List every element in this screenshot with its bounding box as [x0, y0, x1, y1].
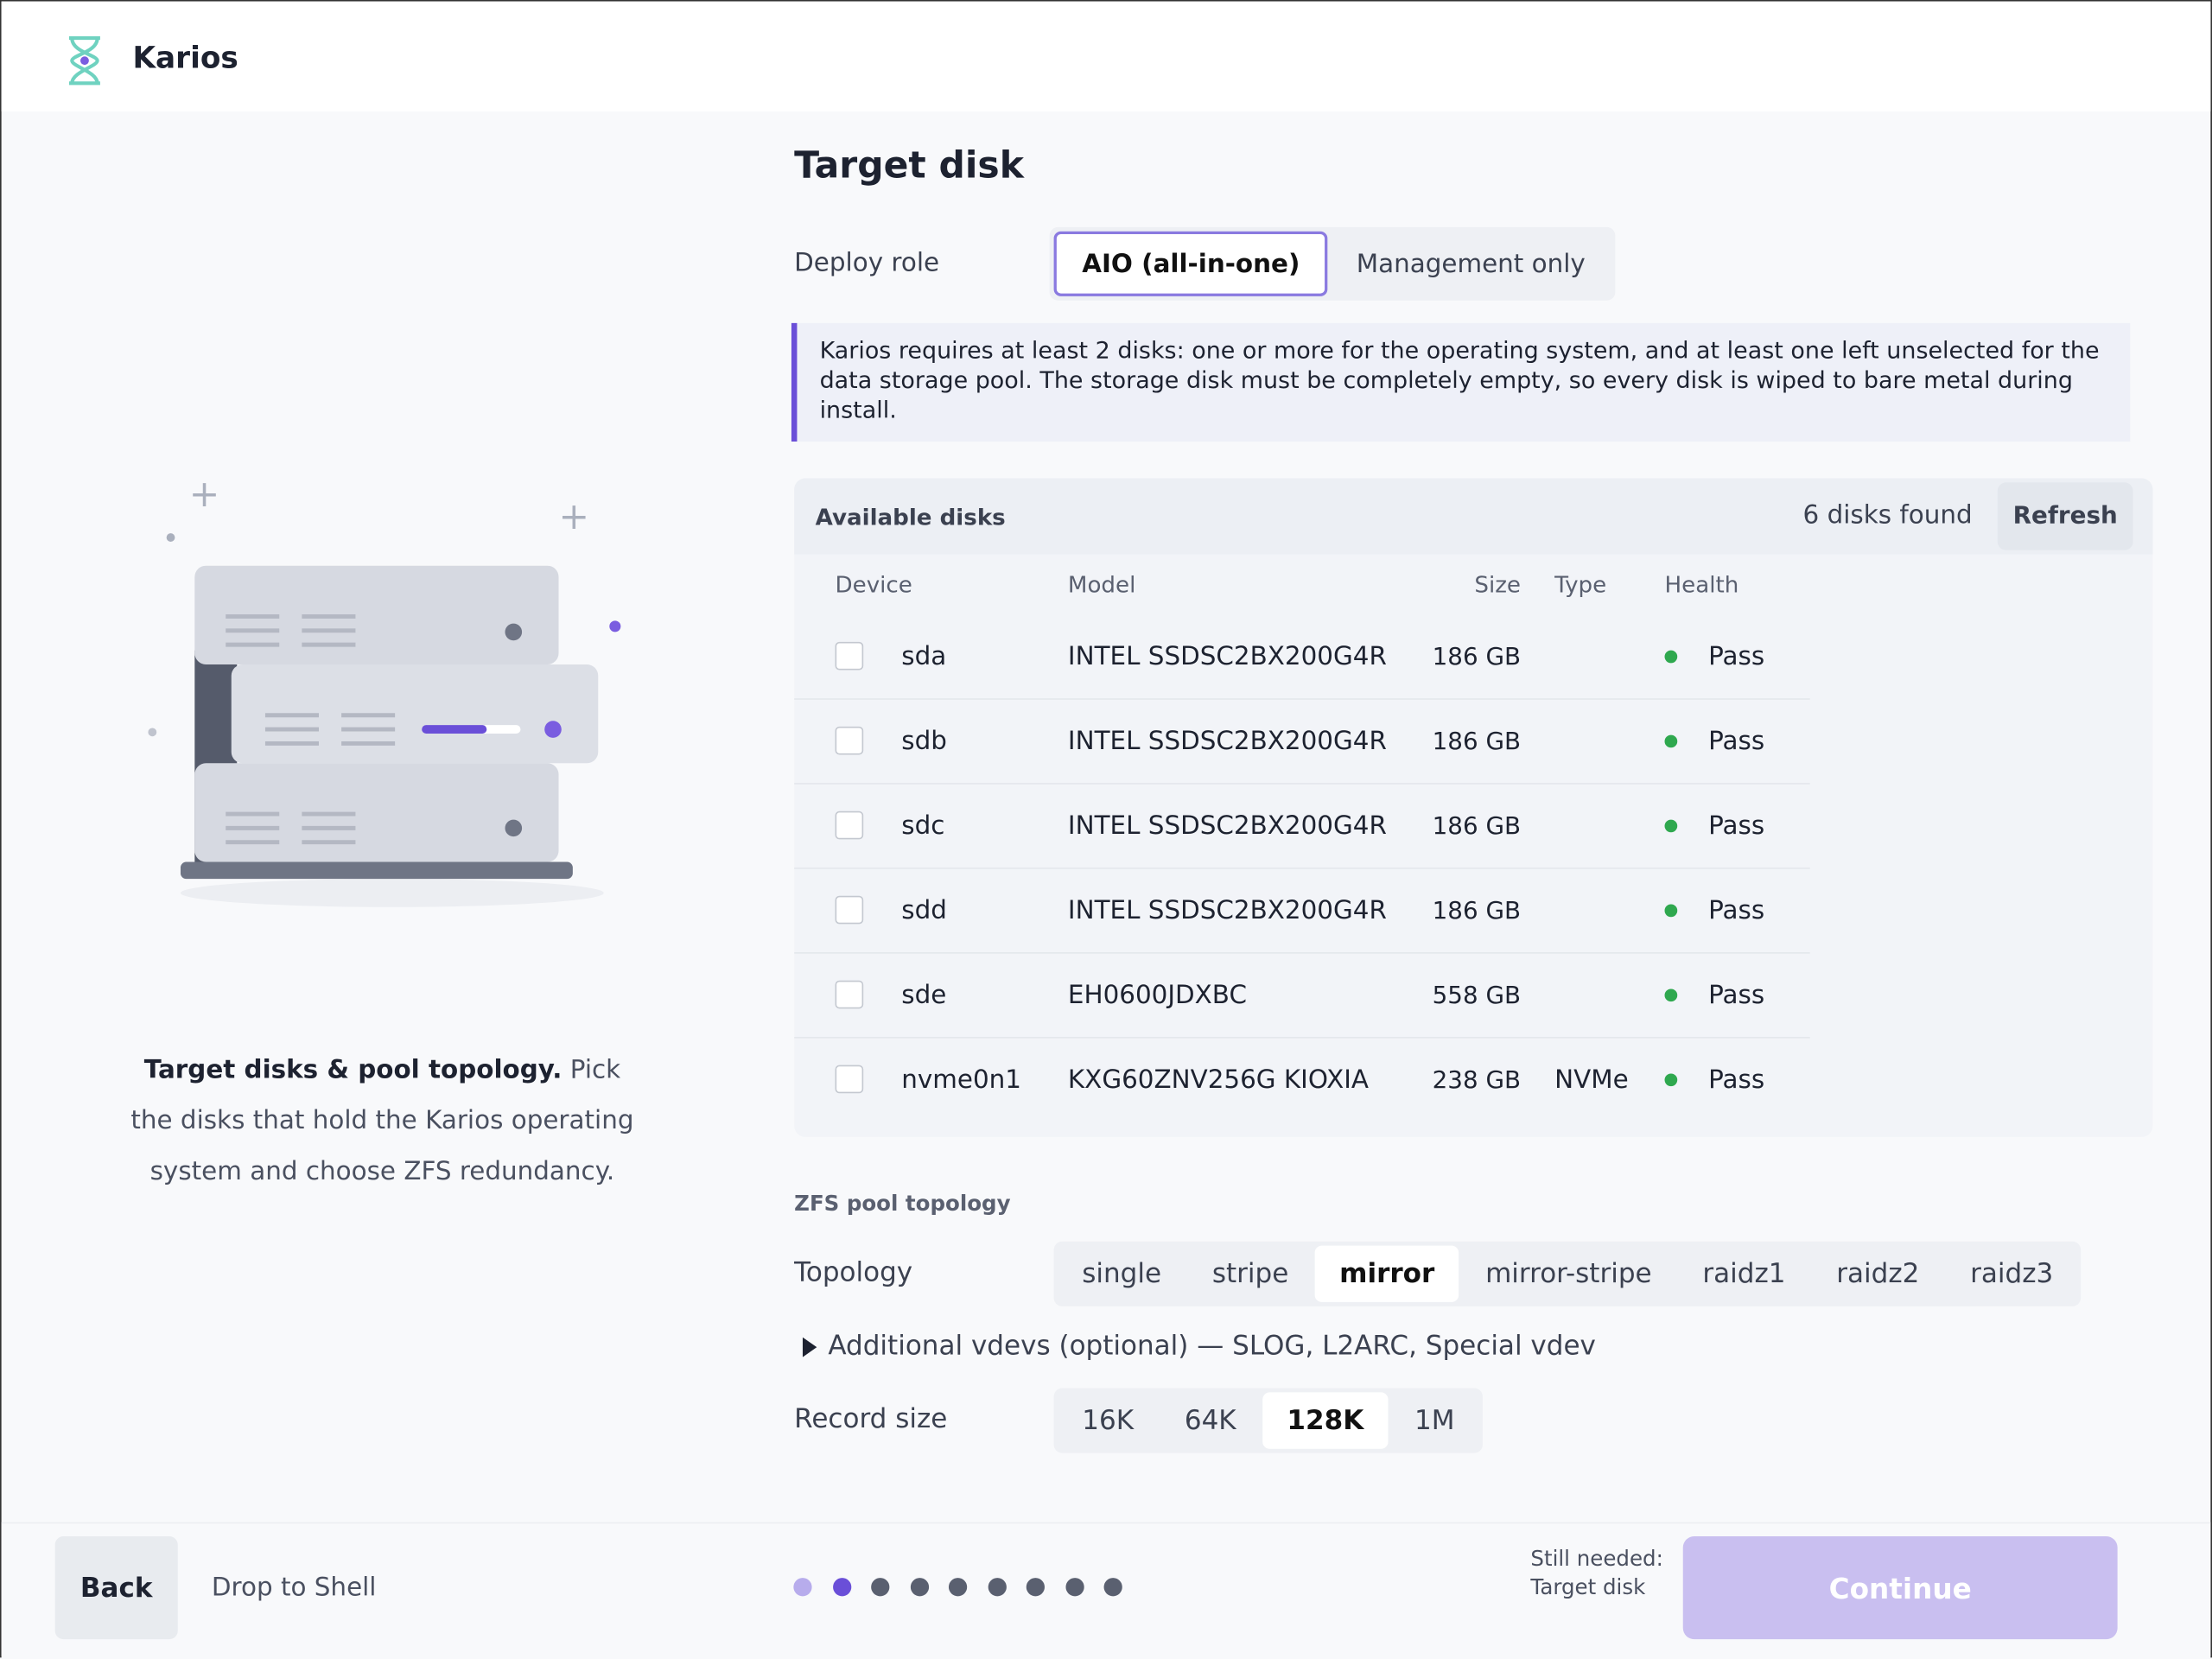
- checkbox[interactable]: [835, 810, 864, 840]
- row-divider: [794, 1036, 1810, 1039]
- sidebar-caption: Target disks & pool topology. Pick the d…: [121, 1046, 643, 1198]
- disk-panel-header: [794, 478, 2153, 555]
- column-header: Model: [1067, 571, 1136, 599]
- size: 186 GB: [1432, 897, 1521, 926]
- topology-option[interactable]: raidz3: [1970, 1258, 2054, 1290]
- record-size-option[interactable]: 128K: [1262, 1392, 1388, 1449]
- column-header: Size: [1474, 571, 1521, 599]
- device: sda: [901, 641, 947, 672]
- back-button[interactable]: Back: [54, 1535, 178, 1640]
- row-divider: [794, 698, 1810, 700]
- caption-bold: Target disks & pool topology.: [143, 1055, 563, 1085]
- deploy-role-control: AIO (all-in-one) Management only: [1049, 226, 1616, 301]
- disks-title: Available disks: [815, 503, 1006, 531]
- checkbox[interactable]: [835, 980, 864, 1009]
- disk-count: 6 disks found: [1802, 500, 1973, 531]
- caption: Pick the disks that hold the Karios oper…: [130, 1055, 634, 1187]
- expand-arrow[interactable]: [801, 1336, 818, 1358]
- deploy-role-label: Deploy role: [794, 248, 940, 278]
- record-size-option[interactable]: 16K: [1082, 1405, 1135, 1437]
- health-dot: [1664, 650, 1678, 664]
- health-dot: [1664, 734, 1678, 748]
- health-dot: [1664, 819, 1678, 833]
- additional-vdevs[interactable]: Additional vdevs (optional) — SLOG, L2AR…: [828, 1330, 1596, 1362]
- topology-option[interactable]: stripe: [1211, 1258, 1289, 1290]
- topology-option[interactable]: raidz2: [1836, 1258, 1920, 1290]
- refresh-button[interactable]: Refresh: [1997, 482, 2133, 550]
- record-size-option[interactable]: 64K: [1184, 1405, 1236, 1437]
- table-header: Device Model Size Type Health: [794, 571, 2152, 607]
- topology-option[interactable]: mirror-stripe: [1485, 1258, 1652, 1290]
- notice: Karios requires at least 2 disks: one or…: [791, 322, 2131, 442]
- checkbox[interactable]: [835, 895, 864, 925]
- health-dot: [1664, 904, 1678, 918]
- column-header: Device: [835, 571, 912, 599]
- record-size-label: Record size: [794, 1403, 948, 1435]
- column-header: Health: [1664, 571, 1739, 599]
- page-title: Target disk: [794, 145, 1024, 188]
- device: sdd: [901, 895, 947, 926]
- still-needed: Still needed: Target disk: [1530, 1546, 1663, 1600]
- svg-text:+: +: [559, 496, 590, 538]
- disk-panel: Available disks 6 disks found Refresh De…: [794, 478, 2153, 1137]
- topology-control: single stripe mirror mirror-stripe raidz1 rai…: [1053, 1241, 2082, 1306]
- health: Pass: [1708, 641, 1765, 672]
- deploy-role-option[interactable]: Management only: [1356, 249, 1586, 279]
- record-size-option[interactable]: 1M: [1414, 1405, 1455, 1437]
- column-header: Type: [1554, 571, 1607, 599]
- row-divider: [794, 952, 1810, 954]
- size: 186 GB: [1432, 643, 1521, 672]
- health: Pass: [1708, 726, 1765, 757]
- checkbox[interactable]: [835, 1065, 864, 1094]
- row-divider: [794, 868, 1810, 869]
- disk-row: nvme0n1 KXG60ZNV256G KIOXIA 238 GB NVMe Pass: [794, 1039, 2152, 1123]
- continue-button[interactable]: Continue: [1682, 1535, 2118, 1640]
- topology-label: Topology: [794, 1256, 913, 1288]
- step-dots: [793, 1578, 1122, 1597]
- health: Pass: [1708, 1065, 1765, 1095]
- topology-option[interactable]: single: [1082, 1258, 1162, 1290]
- topology-option[interactable]: raidz1: [1702, 1258, 1786, 1290]
- checkbox[interactable]: [835, 641, 864, 671]
- model: INTEL SSDSC2BX200G4R: [1067, 810, 1387, 842]
- model: INTEL SSDSC2BX200G4R: [1067, 895, 1387, 926]
- record-size-control: 16K 64K 128K 1M: [1053, 1388, 1484, 1453]
- type: NVMe: [1554, 1065, 1629, 1095]
- disk-row: sde EH0600JDXBC 558 GB Pass: [794, 954, 2152, 1039]
- health-dot: [1664, 1073, 1678, 1087]
- row-divider: [794, 783, 1810, 785]
- checkbox[interactable]: [835, 726, 864, 755]
- health-dot: [1664, 988, 1678, 1002]
- deploy-role-option[interactable]: AIO (all-in-one): [1053, 231, 1329, 296]
- model: INTEL SSDSC2BX200G4R: [1067, 726, 1387, 757]
- header: Karios: [1, 1, 2211, 111]
- size: 558 GB: [1432, 982, 1521, 1010]
- size: 186 GB: [1432, 812, 1521, 842]
- disk-row: sdc INTEL SSDSC2BX200G4R 186 GB Pass: [794, 785, 2152, 869]
- app-title: Karios: [132, 41, 238, 75]
- size: 186 GB: [1432, 728, 1521, 757]
- model: EH0600JDXBC: [1067, 980, 1247, 1010]
- server-illustration: ++: [148, 474, 621, 907]
- pool-section-title: ZFS pool topology: [794, 1190, 1011, 1217]
- health: Pass: [1708, 980, 1765, 1010]
- device: sdb: [901, 726, 947, 757]
- logo: [68, 36, 100, 86]
- topology-option[interactable]: mirror: [1315, 1245, 1459, 1302]
- model: INTEL SSDSC2BX200G4R: [1067, 641, 1387, 672]
- device: sde: [901, 980, 947, 1010]
- drop-to-shell[interactable]: Drop to Shell: [211, 1573, 377, 1603]
- model: KXG60ZNV256G KIOXIA: [1067, 1065, 1370, 1095]
- device: nvme0n1: [901, 1065, 1022, 1095]
- svg-text:+: +: [189, 474, 220, 516]
- health: Pass: [1708, 895, 1765, 926]
- disk-row: sdb INTEL SSDSC2BX200G4R 186 GB Pass: [794, 700, 2152, 785]
- device: sdc: [901, 810, 945, 842]
- health: Pass: [1708, 810, 1765, 842]
- disk-row: sdd INTEL SSDSC2BX200G4R 186 GB Pass: [794, 869, 2152, 954]
- size: 238 GB: [1432, 1066, 1521, 1095]
- disk-row: sda INTEL SSDSC2BX200G4R 186 GB Pass: [794, 615, 2152, 700]
